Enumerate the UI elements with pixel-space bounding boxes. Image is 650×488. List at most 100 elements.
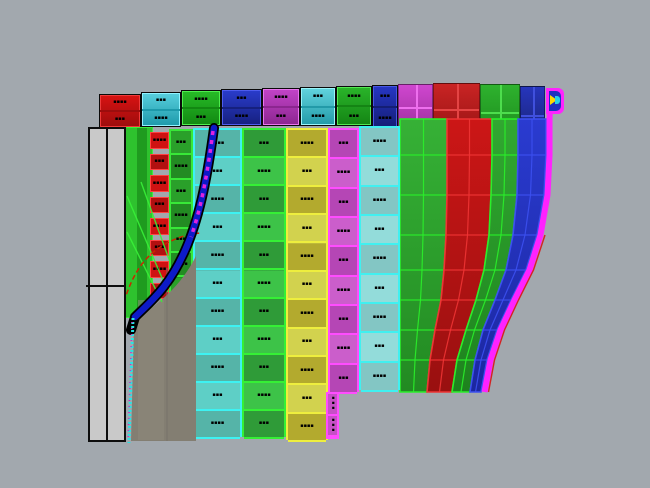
mast-column[interactable] bbox=[86, 127, 126, 442]
plate-cell[interactable]: ▪▪▪▪ bbox=[330, 335, 357, 365]
strip-magenta[interactable]: ▪▪▪ ▪▪▪▪ ▪▪▪ ▪▪▪▪ ▪▪▪ ▪▪▪▪ ▪▪▪ ▪▪▪▪ ▪▪▪ bbox=[328, 128, 359, 394]
plate-cell[interactable]: ▪▪▪▪ bbox=[361, 186, 398, 216]
panel-label: ▪▪▪▪ bbox=[372, 314, 387, 321]
plate-cell[interactable]: ▪▪▪ bbox=[330, 130, 357, 160]
plate-cell[interactable]: ▪▪▪ bbox=[328, 394, 337, 416]
panel-cell[interactable]: ▪▪▪ bbox=[100, 112, 140, 127]
back-panel-cyan-1[interactable]: ▪▪▪ ▪▪▪▪ bbox=[141, 92, 181, 127]
panel-cell[interactable]: ▪▪▪▪ bbox=[142, 111, 180, 127]
plate-cell[interactable]: ▪▪▪ bbox=[328, 416, 337, 437]
panel-label: ▪▪▪ bbox=[301, 281, 313, 288]
plate-cell[interactable]: ▪▪▪ bbox=[361, 333, 398, 363]
strip-green[interactable]: ▪▪▪ ▪▪▪▪ ▪▪▪ ▪▪▪▪ ▪▪▪ ▪▪▪▪ ▪▪▪ ▪▪▪▪ ▪▪▪ ▪▪▪▪ ▪▪▪ bbox=[242, 128, 286, 439]
plate-cell[interactable]: ▪▪▪ bbox=[150, 196, 169, 213]
plate-cell[interactable]: ▪▪▪▪ bbox=[330, 159, 357, 189]
plate-cell[interactable]: ▪▪▪ bbox=[195, 382, 240, 411]
strip-yellow[interactable]: ▪▪▪▪ ▪▪▪ ▪▪▪▪ ▪▪▪ ▪▪▪▪ ▪▪▪ ▪▪▪▪ ▪▪▪ ▪▪▪▪ ▪▪▪ ▪▪▪▪ bbox=[286, 128, 328, 442]
plate-cell[interactable]: ▪▪▪▪ bbox=[171, 204, 191, 229]
panel-cell[interactable]: ▪▪▪▪ bbox=[301, 108, 335, 126]
plate-cell[interactable]: ▪▪▪ bbox=[244, 130, 284, 159]
plate-cell[interactable]: ▪▪▪ bbox=[288, 328, 326, 357]
plate-cell[interactable]: ▪▪▪▪ bbox=[195, 410, 240, 439]
back-panel-blue-1[interactable]: ▪▪▪ ▪▪▪▪ bbox=[221, 89, 262, 126]
plate-cell[interactable]: ▪▪▪▪ bbox=[361, 304, 398, 334]
panel-cell[interactable]: ▪▪▪▪ bbox=[100, 95, 140, 110]
plate-cell[interactable]: ▪▪▪ bbox=[244, 242, 284, 271]
plate-cell[interactable]: ▪▪▪▪ bbox=[244, 270, 284, 299]
plate-cell[interactable]: ▪▪▪ bbox=[330, 364, 357, 394]
plate-cell[interactable]: ▪▪▪▪ bbox=[244, 158, 284, 187]
panel-cell[interactable]: ▪▪▪ bbox=[182, 109, 220, 125]
back-panel-green-1[interactable]: ▪▪▪▪ ▪▪▪ bbox=[181, 90, 221, 126]
plate-cell[interactable]: ▪▪▪ bbox=[150, 153, 169, 170]
back-panel-red-1[interactable]: ▪▪▪▪ ▪▪▪ bbox=[99, 94, 141, 128]
plate-cell[interactable]: ▪▪▪ bbox=[195, 326, 240, 355]
plate-cell[interactable]: ▪▪▪ bbox=[195, 270, 240, 299]
plate-cell[interactable]: ▪▪▪ bbox=[288, 215, 326, 244]
strip-teal[interactable]: ▪▪▪▪ ▪▪▪ ▪▪▪▪ ▪▪▪ ▪▪▪▪ ▪▪▪ ▪▪▪▪ ▪▪▪ ▪▪▪▪ ▪▪▪ ▪▪▪▪ bbox=[193, 128, 242, 439]
plate-cell[interactable]: ▪▪▪▪ bbox=[361, 362, 398, 392]
back-panel-cyan-2[interactable]: ▪▪▪ ▪▪▪▪ bbox=[300, 87, 336, 126]
panel-cell[interactable]: ▪▪▪ bbox=[142, 93, 180, 109]
panel-cell[interactable]: ▪▪▪ bbox=[222, 90, 261, 107]
plate-cell[interactable]: ▪▪▪▪ bbox=[330, 218, 357, 248]
plate-cell[interactable]: ▪▪▪▪ bbox=[195, 298, 240, 327]
plate-cell[interactable]: ▪▪▪ bbox=[330, 188, 357, 218]
plate-cell[interactable]: ▪▪▪ bbox=[244, 410, 284, 439]
plate-cell[interactable]: ▪▪▪ bbox=[195, 214, 240, 243]
panel-cell[interactable]: ▪▪▪▪ bbox=[222, 109, 261, 126]
plate-cell[interactable]: ▪▪▪▪ bbox=[171, 155, 191, 180]
plate-cell[interactable]: ▪▪▪ bbox=[244, 354, 284, 383]
plate-cell[interactable]: ▪▪▪▪ bbox=[244, 214, 284, 243]
panel-cell[interactable]: ▪▪▪ bbox=[373, 86, 397, 106]
plate-cell[interactable]: ▪▪▪ bbox=[361, 216, 398, 246]
hull-magenta-edge[interactable] bbox=[481, 91, 554, 393]
plate-cell[interactable]: ▪▪▪▪ bbox=[150, 261, 169, 278]
plate-cell[interactable]: ▪▪▪ bbox=[288, 158, 326, 187]
plate-cell[interactable]: ▪▪▪ bbox=[330, 247, 357, 277]
panel-seam bbox=[301, 105, 335, 108]
panel-cell[interactable]: ▪▪▪ bbox=[337, 107, 371, 125]
panel-cell[interactable]: ▪▪▪▪ bbox=[182, 91, 220, 107]
plate-cell[interactable]: ▪▪▪ bbox=[361, 157, 398, 187]
plate-cell[interactable]: ▪▪▪▪ bbox=[150, 132, 169, 149]
panel-cell[interactable]: ▪▪▪ bbox=[263, 108, 299, 125]
plate-cell[interactable]: ▪▪▪▪ bbox=[195, 242, 240, 271]
strip-green-narrow[interactable]: ▪▪▪▪▪▪▪▪▪▪▪▪▪▪▪▪▪▪▪▪▪▪▪▪ bbox=[169, 129, 193, 302]
plate-cell[interactable]: ▪▪▪ bbox=[171, 131, 191, 156]
plate-cell[interactable]: ▪▪▪ bbox=[361, 274, 398, 304]
plate-cell[interactable]: ▪▪▪ bbox=[288, 385, 326, 414]
plate-cell[interactable]: ▪▪▪ bbox=[244, 298, 284, 327]
panel-label: ▪▪▪▪ bbox=[300, 253, 314, 260]
plate-cell[interactable]: ▪▪▪▪ bbox=[288, 300, 326, 329]
plate-cell[interactable]: ▪▪▪▪ bbox=[288, 130, 326, 159]
plate-cell[interactable]: ▪▪▪▪ bbox=[330, 276, 357, 306]
strip-magenta-tab[interactable]: ▪▪▪ ▪▪▪ bbox=[326, 392, 339, 439]
plate-cell[interactable]: ▪▪▪▪ bbox=[150, 175, 169, 192]
plate-cell[interactable]: ▪▪▪▪ bbox=[244, 382, 284, 411]
strip-cyan-light[interactable]: ▪▪▪▪ ▪▪▪ ▪▪▪▪ ▪▪▪ ▪▪▪▪ ▪▪▪ ▪▪▪▪ ▪▪▪ ▪▪▪▪ bbox=[359, 126, 400, 392]
plate-cell[interactable]: ▪▪▪▪ bbox=[288, 243, 326, 272]
plate-cell[interactable]: ▪▪▪▪ bbox=[361, 245, 398, 275]
back-panel-green-2[interactable]: ▪▪▪▪ ▪▪▪ bbox=[336, 86, 372, 126]
back-panel-blue-2[interactable]: ▪▪▪ ▪▪▪▪ bbox=[372, 85, 398, 129]
panel-cell[interactable]: ▪▪▪ bbox=[301, 88, 335, 106]
corner-marker-icon[interactable] bbox=[546, 88, 564, 114]
plate-cell[interactable]: ▪▪▪▪ bbox=[288, 356, 326, 386]
plate-cell[interactable]: ▪▪▪▪ bbox=[195, 354, 240, 383]
plate-cell[interactable]: ▪▪▪▪ bbox=[244, 326, 284, 355]
panel-cell[interactable]: ▪▪▪▪ bbox=[373, 108, 397, 128]
plate-cell[interactable]: ▪▪▪▪ bbox=[288, 413, 326, 442]
plate-cell[interactable]: ▪▪▪ bbox=[171, 179, 191, 205]
panel-cell[interactable]: ▪▪▪▪ bbox=[263, 89, 299, 106]
plate-cell[interactable]: ▪▪▪ bbox=[288, 271, 326, 301]
spline-control-points[interactable] bbox=[189, 130, 215, 238]
spline-curve[interactable] bbox=[131, 124, 218, 321]
plate-cell[interactable]: ▪▪▪▪ bbox=[288, 186, 326, 216]
panel-cell[interactable]: ▪▪▪▪ bbox=[337, 87, 371, 105]
plate-cell[interactable]: ▪▪▪▪ bbox=[361, 128, 398, 158]
plate-cell[interactable]: ▪▪▪ bbox=[330, 306, 357, 336]
back-panel-magenta-1[interactable]: ▪▪▪▪ ▪▪▪ bbox=[262, 88, 300, 126]
plate-cell[interactable]: ▪▪▪ bbox=[244, 186, 284, 215]
